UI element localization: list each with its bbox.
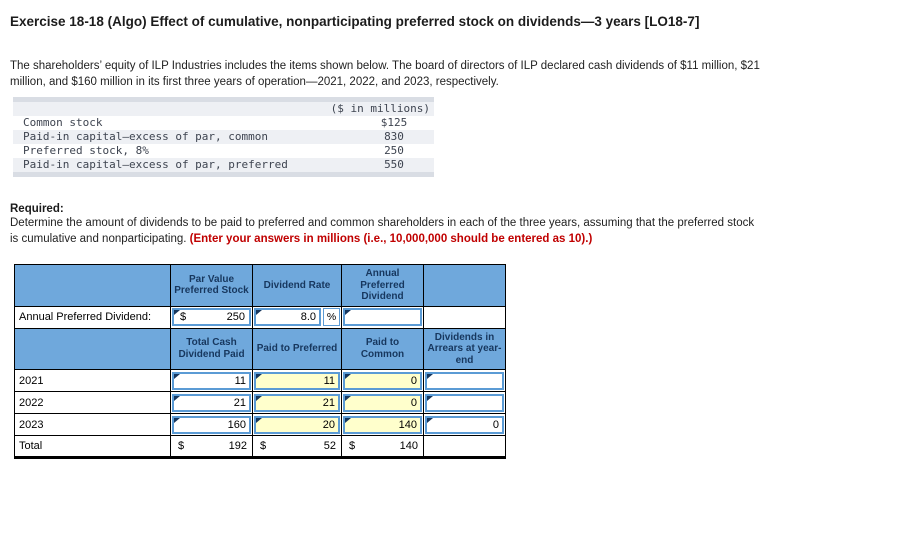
header-paid-to-preferred: Paid to Preferred <box>252 327 342 370</box>
annual-preferred-dividend-row: Annual Preferred Dividend: $ 250 8.0 % <box>14 305 506 329</box>
paid-to-preferred-total: $ 52 <box>253 440 341 452</box>
input-arrears-2021[interactable] <box>425 371 504 390</box>
paid-to-common-total: $ 140 <box>342 440 423 452</box>
total-cash-dividend-total: $ 192 <box>171 440 252 452</box>
input-arrears-2023[interactable]: 0 <box>425 415 504 434</box>
currency-symbol: $ <box>180 311 187 323</box>
header-spacer <box>14 264 171 307</box>
cell-value: 20 <box>322 418 335 431</box>
equity-row-label: Paid-in capital—excess of par, preferred <box>23 158 288 171</box>
percent-unit-label: % <box>323 308 340 326</box>
required-heading: Required: <box>10 203 64 215</box>
total-value: 192 <box>228 440 247 452</box>
currency-symbol: $ <box>349 440 356 452</box>
equity-table-bottom-band <box>13 172 434 177</box>
year-label: 2023 <box>14 413 171 436</box>
year-label: 2021 <box>14 369 171 392</box>
apd-row-label: Annual Preferred Dividend: <box>14 305 171 329</box>
header-total-cash-dividend: Total Cash Dividend Paid <box>170 327 253 370</box>
year-label: 2022 <box>14 391 171 414</box>
exercise-intro: The shareholders’ equity of ILP Industri… <box>10 60 760 88</box>
required-instructions: Determine the amount of dividends to be … <box>10 217 755 245</box>
worksheet-header-row-bottom: Total Cash Dividend Paid Paid to Preferr… <box>14 327 506 370</box>
equity-row-value: 250 <box>384 144 404 157</box>
currency-symbol: $ <box>260 440 267 452</box>
cell-value: 21 <box>233 396 246 409</box>
worksheet-row-2023: 2023 160 20 140 0 <box>14 413 506 436</box>
equity-row-label: Preferred stock, 8% <box>23 144 149 157</box>
input-arrears-2022[interactable] <box>425 393 504 412</box>
equity-row-label: Paid-in capital—excess of par, common <box>23 130 269 143</box>
equity-row-value: 830 <box>384 130 404 143</box>
dividend-worksheet-table: Par Value Preferred Stock Dividend Rate … <box>14 264 506 459</box>
equity-units-header: ($ in millions) <box>330 102 430 115</box>
input-paid-common-2021[interactable]: 0 <box>343 371 422 390</box>
dividend-rate-value: 8.0 <box>300 311 316 323</box>
cell-value: 11 <box>234 374 246 387</box>
cell-value: 21 <box>322 396 335 409</box>
equity-row-paid-in-preferred: Paid-in capital—excess of par, preferred… <box>13 158 434 172</box>
equity-row-value: 550 <box>384 158 404 171</box>
exercise-title: Exercise 18-18 (Algo) Effect of cumulati… <box>10 14 700 29</box>
par-value: 250 <box>226 311 245 323</box>
blank-cell <box>423 435 506 459</box>
worksheet-row-2021: 2021 11 11 0 <box>14 369 506 392</box>
input-paid-preferred-2022[interactable]: 21 <box>254 393 340 412</box>
header-paid-to-common: Paid to Common <box>341 327 424 370</box>
input-total-cash-2023[interactable]: 160 <box>172 415 251 434</box>
header-dividends-in-arrears: Dividends in Arrears at year-end <box>423 327 506 370</box>
input-paid-common-2023[interactable]: 140 <box>343 415 422 434</box>
cell-value: 11 <box>323 374 335 387</box>
worksheet-total-row: Total $ 192 $ 52 $ 140 <box>14 435 506 459</box>
equity-row-preferred-stock: Preferred stock, 8% 250 <box>13 144 434 158</box>
blank-cell <box>423 305 506 329</box>
cell-value: 160 <box>227 418 246 431</box>
input-paid-preferred-2023[interactable]: 20 <box>254 415 340 434</box>
required-entry-note: (Enter your answers in millions (i.e., 1… <box>189 233 593 245</box>
equity-row-value: $125 <box>380 116 408 129</box>
cell-value: 0 <box>410 396 417 409</box>
input-dividend-rate[interactable]: 8.0 <box>254 308 321 326</box>
cell-value: 140 <box>398 418 417 431</box>
input-total-cash-2022[interactable]: 21 <box>172 393 251 412</box>
equity-row-label: Common stock <box>23 116 103 129</box>
input-paid-common-2022[interactable]: 0 <box>343 393 422 412</box>
total-value: 52 <box>323 440 336 452</box>
input-par-value-preferred[interactable]: $ 250 <box>172 308 251 326</box>
total-value: 140 <box>399 440 418 452</box>
required-text: Determine the amount of dividends to be … <box>10 215 762 247</box>
header-dividend-rate: Dividend Rate <box>252 264 342 307</box>
equity-table-header-row: ($ in millions) <box>13 102 434 116</box>
header-spacer <box>14 327 171 370</box>
cell-value: 0 <box>492 418 499 431</box>
input-annual-preferred-dividend[interactable] <box>343 308 422 326</box>
cell-value: 0 <box>410 374 417 387</box>
equity-table: ($ in millions) Common stock $125 Paid-i… <box>13 97 434 177</box>
header-annual-preferred-dividend: Annual Preferred Dividend <box>341 264 424 307</box>
worksheet-header-row-top: Par Value Preferred Stock Dividend Rate … <box>14 264 506 307</box>
equity-row-paid-in-common: Paid-in capital—excess of par, common 83… <box>13 130 434 144</box>
header-spacer <box>423 264 506 307</box>
total-label: Total <box>14 435 171 459</box>
header-par-value: Par Value Preferred Stock <box>170 264 253 307</box>
currency-symbol: $ <box>178 440 185 452</box>
input-paid-preferred-2021[interactable]: 11 <box>254 371 340 390</box>
equity-row-common-stock: Common stock $125 <box>13 116 434 130</box>
equity-table-top-band <box>13 97 434 102</box>
input-total-cash-2021[interactable]: 11 <box>172 371 251 390</box>
worksheet-row-2022: 2022 21 21 0 <box>14 391 506 414</box>
